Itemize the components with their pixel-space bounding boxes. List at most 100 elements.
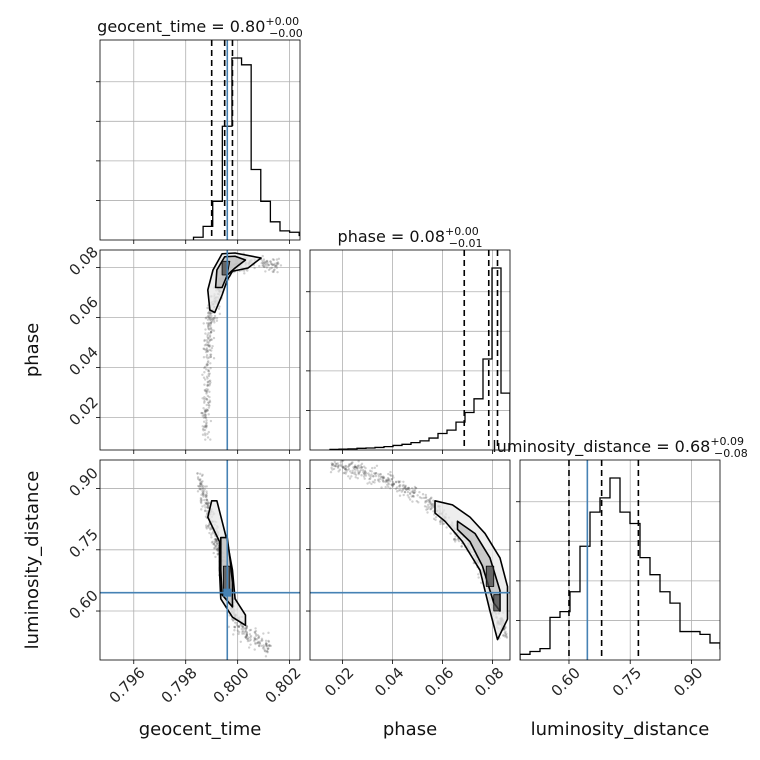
pair-geocent-time-vs-luminosity-distance-sample-point	[206, 500, 209, 503]
pair-geocent-time-vs-luminosity-distance-sample-point	[244, 636, 247, 639]
pair-geocent-time-vs-luminosity-distance-sample-point	[199, 488, 203, 491]
pair-geocent-time-vs-luminosity-distance-sample-point	[215, 547, 219, 551]
pair-phase-vs-luminosity-distance-sample-point	[381, 475, 385, 478]
pair-geocent-time-vs-phase-sample-point	[204, 389, 208, 393]
pair-phase-vs-luminosity-distance-sample-point	[358, 466, 361, 469]
pair-geocent-time-vs-luminosity-distance-sample-point	[245, 632, 248, 636]
pair-phase-vs-luminosity-distance-sample-point	[406, 490, 410, 494]
pair-geocent-time-vs-luminosity-distance-sample-point	[200, 480, 203, 484]
pair-geocent-time-vs-phase-sample-point	[211, 318, 214, 321]
pair-geocent-time-vs-phase-sample-point	[209, 438, 212, 441]
pair-geocent-time-vs-luminosity-distance-sample-point	[242, 627, 245, 631]
pair-phase-vs-luminosity-distance-sample-point	[453, 540, 457, 543]
pair-geocent-time-vs-luminosity-distance-sample-point	[206, 506, 210, 510]
pair-geocent-time-vs-luminosity-distance-sample-point	[207, 523, 211, 527]
pair-phase-vs-luminosity-distance-sample-point	[477, 573, 480, 576]
pair-geocent-time-vs-phase-sample-point	[211, 344, 214, 348]
pair-geocent-time-vs-luminosity-distance-sample-point	[245, 634, 248, 637]
pair-phase-vs-luminosity-distance-sample-point	[381, 478, 384, 482]
pair-geocent-time-vs-luminosity-distance-sample-point	[269, 644, 273, 648]
pair-geocent-time-vs-luminosity-distance-sample-point	[247, 646, 251, 649]
pair-geocent-time-vs-luminosity-distance-sample-point	[212, 547, 216, 550]
pair-phase-vs-luminosity-distance-sample-point	[453, 537, 456, 541]
pair-phase-vs-luminosity-distance-sample-point	[339, 461, 343, 464]
pair-phase-vs-luminosity-distance-sample-point	[427, 503, 430, 507]
pair-geocent-time-vs-luminosity-distance-sample-point	[205, 485, 209, 488]
pair-geocent-time-vs-phase-sample-point	[209, 324, 212, 328]
pair-geocent-time-vs-luminosity-distance-sample-point	[241, 624, 244, 628]
pair-geocent-time-vs-phase-sample-point	[207, 401, 210, 404]
pair-phase-vs-luminosity-distance-sample-point	[370, 470, 373, 473]
pair-geocent-time-vs-luminosity-distance-sample-point	[244, 636, 248, 640]
pair-phase-vs-luminosity-distance-sample-point	[341, 466, 345, 469]
pair-geocent-time-vs-phase-sample-point	[203, 365, 207, 369]
pair-geocent-time-vs-luminosity-distance-sample-point	[202, 491, 205, 494]
pair-geocent-time-vs-luminosity-distance-sample-point	[211, 531, 214, 535]
pair-phase-vs-luminosity-distance-sample-point	[386, 476, 390, 480]
pair-phase-vs-luminosity-distance-sample-point	[430, 505, 433, 508]
pair-phase-vs-luminosity-distance-sample-point	[403, 491, 407, 494]
pair-geocent-time-vs-luminosity-distance-sample-point	[233, 621, 237, 624]
pair-geocent-time-vs-luminosity-distance-sample-point	[257, 644, 261, 647]
pair-geocent-time-vs-luminosity-distance-sample-point	[256, 641, 260, 645]
pair-geocent-time-vs-luminosity-distance-sample-point	[242, 626, 245, 629]
pair-geocent-time-vs-phase-sample-point	[205, 403, 208, 407]
pair-geocent-time-vs-luminosity-distance-sample-point	[202, 493, 205, 497]
pair-phase-vs-luminosity-distance-sample-point	[391, 484, 394, 487]
pair-geocent-time-vs-phase-sample-point	[246, 269, 249, 272]
pair-geocent-time-vs-phase-sample-point	[206, 432, 209, 436]
pair-geocent-time-vs-phase-sample-point	[273, 268, 276, 271]
pair-geocent-time-vs-phase-sample-point	[210, 349, 213, 352]
pair-geocent-time-vs-phase-sample-point	[274, 264, 277, 268]
pair-geocent-time-vs-phase-sample-point	[272, 263, 276, 267]
pair-geocent-time-vs-phase-sample-point	[207, 406, 211, 409]
ytick-label-phase-0: 0.02	[65, 393, 101, 429]
pair-phase-vs-luminosity-distance-sample-point	[332, 463, 335, 466]
pair-geocent-time-vs-phase-sample-point	[205, 408, 208, 411]
pair-geocent-time-vs-luminosity-distance-sample-point	[212, 543, 215, 546]
pair-phase-vs-luminosity-distance-sample-point	[353, 464, 357, 467]
pair-geocent-time-vs-phase-sample-point	[274, 265, 277, 268]
pair-phase-vs-luminosity-distance-sample-point	[407, 486, 410, 489]
pair-geocent-time-vs-phase-sample-point	[276, 261, 280, 264]
pair-geocent-time-vs-luminosity-distance-sample-point	[204, 495, 207, 498]
pair-geocent-time-vs-phase-sample-point	[206, 383, 210, 387]
pair-phase-vs-luminosity-distance-sample-point	[415, 499, 419, 503]
pair-phase-vs-luminosity-distance-sample-point	[503, 631, 507, 635]
pair-phase-vs-luminosity-distance-sample-point	[353, 472, 356, 476]
pair-phase-vs-luminosity-distance-sample-point	[370, 473, 373, 476]
pair-phase-vs-luminosity-distance-sample-point	[342, 471, 345, 475]
pair-phase-vs-luminosity-distance-sample-point	[504, 630, 507, 633]
pair-geocent-time-vs-phase-sample-point	[271, 263, 274, 267]
pair-geocent-time-vs-phase-sample-point	[207, 311, 210, 315]
pair-geocent-time-vs-phase-sample-point	[205, 364, 209, 367]
pair-geocent-time-vs-luminosity-distance-sample-point	[201, 488, 204, 491]
pair-geocent-time-vs-phase-sample-point	[218, 312, 222, 316]
pair-phase-vs-luminosity-distance-sample-point	[351, 469, 354, 472]
pair-geocent-time-vs-luminosity-distance-sample-point	[249, 643, 252, 646]
pair-phase-vs-luminosity-distance-sample-point	[354, 465, 357, 469]
pair-phase-vs-luminosity-distance-sample-point	[353, 471, 357, 474]
pair-geocent-time-vs-phase-sample-point	[261, 259, 264, 263]
pair-phase-vs-luminosity-distance-sample-point	[377, 478, 380, 481]
pair-geocent-time-vs-phase-sample-point	[210, 346, 214, 350]
pair-phase-vs-luminosity-distance-sample-point	[412, 491, 416, 494]
pair-geocent-time-vs-luminosity-distance-sample-point	[200, 474, 204, 478]
pair-geocent-time-vs-luminosity-distance-sample-point	[245, 625, 249, 628]
pair-geocent-time-vs-luminosity-distance-sample-point	[196, 472, 199, 475]
pair-geocent-time-vs-phase-sample-point	[273, 262, 276, 266]
pair-phase-vs-luminosity-distance-sample-point	[412, 495, 415, 498]
xtick-label-geocent-time-1: 0.798	[158, 664, 201, 707]
pair-geocent-time-vs-phase-sample-point	[205, 321, 209, 325]
pair-phase-vs-luminosity-distance-sample-point	[391, 474, 395, 477]
pair-geocent-time-vs-phase-sample-point	[206, 337, 210, 340]
pair-geocent-time-vs-luminosity-distance-sample-point	[215, 538, 218, 542]
pair-geocent-time-vs-luminosity-distance-sample-point	[196, 476, 200, 479]
pair-geocent-time-vs-luminosity-distance-sample-point	[215, 547, 218, 550]
pair-geocent-time-vs-luminosity-distance-sample-point	[248, 629, 252, 632]
pair-geocent-time-vs-phase-sample-point	[208, 372, 211, 375]
pair-geocent-time-vs-luminosity-distance-sample-point	[264, 643, 268, 646]
pair-geocent-time-vs-luminosity-distance-sample-point	[258, 641, 262, 645]
pair-geocent-time-vs-phase-sample-point	[205, 397, 209, 401]
pair-geocent-time-vs-phase-sample-point	[212, 336, 216, 340]
